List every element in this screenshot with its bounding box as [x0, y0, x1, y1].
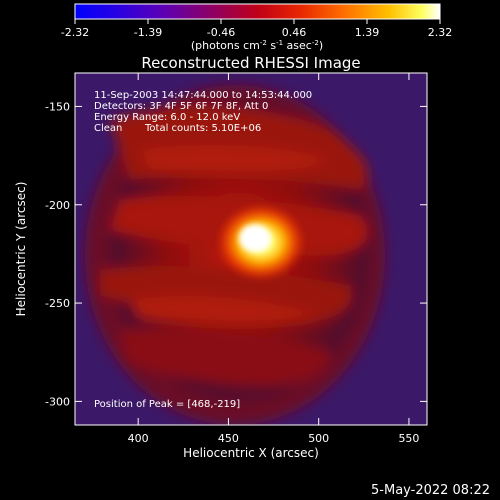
colorbar-tick-label: -2.32 — [61, 26, 89, 39]
counts-annotation: Total counts: 5.10E+06 — [144, 123, 261, 134]
plot-marks — [214, 202, 307, 283]
peak-annotation: Position of Peak = [468,-219] — [94, 399, 240, 410]
y-tick-label: -300 — [45, 395, 70, 408]
x-axis-ticks: 400 450 500 550 — [128, 73, 419, 445]
chart-title: Reconstructed RHESSI Image — [141, 54, 360, 72]
colorbar-tick-label: 1.39 — [355, 26, 380, 39]
x-tick-label: 550 — [398, 432, 419, 445]
y-axis-ticks: -150 -200 -250 -300 — [45, 100, 427, 408]
date-stamp: 5-May-2022 08:22 — [371, 483, 490, 498]
colorbar-tick-label: 0.46 — [282, 26, 307, 39]
colorbar-ticks: -2.32 -1.39 -0.46 0.46 1.39 2.32 — [61, 19, 452, 39]
colorbar-tick-label: -1.39 — [134, 26, 162, 39]
energy-annotation: Energy Range: 6.0 - 12.0 keV — [94, 112, 240, 123]
y-tick-label: -150 — [45, 100, 70, 113]
colorbar: -2.32 -1.39 -0.46 0.46 1.39 2.32 (photons cm-… — [61, 3, 452, 52]
detectors-annotation: Detectors: 3F 4F 5F 6F 7F 8F, Att 0 — [94, 101, 268, 112]
clean-annotation: Clean — [94, 123, 122, 134]
heatmap-image — [75, 73, 427, 425]
x-tick-label: 400 — [128, 432, 149, 445]
x-tick-label: 450 — [218, 432, 239, 445]
x-tick-label: 500 — [308, 432, 329, 445]
colorbar-tick-label: 2.32 — [428, 26, 453, 39]
y-axis-label: Heliocentric Y (arcsec) — [14, 182, 28, 317]
x-axis-label: Heliocentric X (arcsec) — [183, 446, 319, 460]
annotations: 11-Sep-2003 14:47:44.000 to 14:53:44.000… — [94, 90, 312, 410]
colorbar-gradient — [74, 3, 441, 20]
colorbar-tick-label: -0.46 — [207, 26, 235, 39]
plot-frame — [74, 72, 428, 426]
y-tick-label: -200 — [45, 199, 70, 212]
time-range-annotation: 11-Sep-2003 14:47:44.000 to 14:53:44.000 — [94, 90, 312, 101]
y-tick-label: -250 — [45, 297, 70, 310]
colorbar-label: (photons cm-2 s-1 asec-2) — [191, 39, 323, 52]
peak-core — [238, 224, 271, 253]
